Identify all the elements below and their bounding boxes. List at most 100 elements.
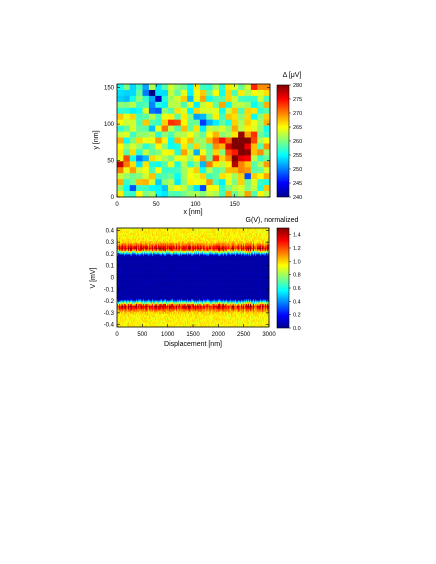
conductance-cell xyxy=(133,320,135,323)
gap-map-cell xyxy=(161,143,169,150)
conductance-cell xyxy=(177,317,179,320)
conductance-cell xyxy=(173,313,175,316)
conductance-cell xyxy=(155,228,157,230)
conductance-cell xyxy=(158,313,160,316)
gap-map-cell xyxy=(250,113,258,120)
conductance-cell xyxy=(136,289,138,291)
gap-map-cell xyxy=(231,125,239,132)
conductance-cell xyxy=(121,322,123,324)
conductance-cell xyxy=(120,228,122,230)
conductance-cell xyxy=(153,264,155,267)
conductance-cell xyxy=(178,246,180,249)
conductance-cell xyxy=(138,249,140,252)
conductance-cell xyxy=(177,244,179,247)
conductance-cell xyxy=(121,289,123,291)
conductance-cell xyxy=(123,315,125,318)
gap-map-cell xyxy=(225,173,233,180)
conductance-cell xyxy=(148,234,150,237)
conductance-cell xyxy=(130,254,132,257)
conductance-cell xyxy=(179,308,181,311)
conductance-cell xyxy=(172,279,174,282)
conductance-cell xyxy=(161,320,163,323)
conductance-cell xyxy=(188,275,190,278)
conductance-cell xyxy=(191,277,193,280)
conductance-cell xyxy=(162,249,164,252)
gap-map-cell xyxy=(174,155,182,162)
conductance-cell xyxy=(169,300,171,303)
conductance-cell xyxy=(146,264,148,267)
conductance-cell xyxy=(152,241,154,244)
gap-map-cell xyxy=(231,179,239,186)
conductance-cell xyxy=(144,280,146,283)
gap-map-cell xyxy=(174,107,182,115)
conductance-cell xyxy=(138,318,140,321)
conductance-cell xyxy=(147,237,149,240)
conductance-cell xyxy=(185,325,187,328)
gap-map-cell xyxy=(187,149,194,156)
conductance-cell xyxy=(121,315,123,318)
conductance-cell xyxy=(159,251,161,254)
conductance-cell xyxy=(131,325,133,328)
conductance-cell xyxy=(167,285,169,288)
conductance-cell xyxy=(170,322,172,324)
conductance-cell xyxy=(132,307,134,310)
conductance-cell xyxy=(187,312,189,315)
conductance-cell xyxy=(171,294,173,296)
gap-map-cell xyxy=(117,89,124,97)
conductance-cell xyxy=(189,302,191,305)
conductance-cell xyxy=(125,228,127,230)
conductance-cell xyxy=(125,256,127,258)
conductance-cell xyxy=(189,305,191,308)
conductance-cell xyxy=(127,313,129,316)
conductance-cell xyxy=(140,254,142,257)
conductance-cell xyxy=(140,270,142,273)
conductance-cell xyxy=(189,287,191,290)
conductance-cell xyxy=(163,265,165,268)
gap-map-cell xyxy=(136,185,143,192)
conductance-cell xyxy=(172,244,174,247)
conductance-cell xyxy=(185,269,187,272)
conductance-cell xyxy=(171,298,173,301)
gap-map-cell xyxy=(199,95,207,103)
gap-map-cell xyxy=(123,167,131,174)
conductance-cell xyxy=(182,231,184,234)
conductance-cell xyxy=(155,279,157,282)
gap-map-cell xyxy=(257,89,264,97)
conductance-cell xyxy=(179,322,181,324)
conductance-cell xyxy=(185,322,187,324)
conductance-cell xyxy=(161,265,163,268)
conductance-cell xyxy=(144,318,146,321)
gap-map-cell xyxy=(263,95,271,103)
conductance-cell xyxy=(140,239,142,242)
conductance-cell xyxy=(173,261,175,263)
conductance-cell xyxy=(121,228,123,230)
gap-map-cell xyxy=(148,167,156,174)
conductance-cell xyxy=(168,244,170,247)
conductance-cell xyxy=(187,310,189,313)
conductance-cell xyxy=(170,259,172,262)
conductance-cell xyxy=(129,295,131,298)
conductance-cell xyxy=(150,252,152,255)
conductance-cell xyxy=(139,231,141,234)
conductance-cell xyxy=(128,318,130,321)
conductance-cell xyxy=(117,228,119,230)
conductance-cell xyxy=(127,292,129,295)
conductance-cell xyxy=(176,264,178,267)
conductance-cell xyxy=(164,282,166,285)
conductance-cell xyxy=(117,237,119,240)
conductance-cell xyxy=(185,228,187,230)
conductance-cell xyxy=(183,279,185,282)
conductance-cell xyxy=(189,269,191,272)
conductance-cell xyxy=(141,252,143,255)
conductance-cell xyxy=(142,313,144,316)
conductance-cell xyxy=(168,269,170,272)
conductance-cell xyxy=(147,228,149,230)
conductance-cell xyxy=(176,236,178,239)
conductance-cell xyxy=(136,257,138,260)
conductance-cell xyxy=(181,234,183,237)
conductance-cell xyxy=(177,284,179,287)
conductance-cell xyxy=(154,257,156,260)
conductance-cell xyxy=(150,274,152,277)
conductance-cell xyxy=(117,244,119,247)
conductance-cell xyxy=(167,274,169,277)
